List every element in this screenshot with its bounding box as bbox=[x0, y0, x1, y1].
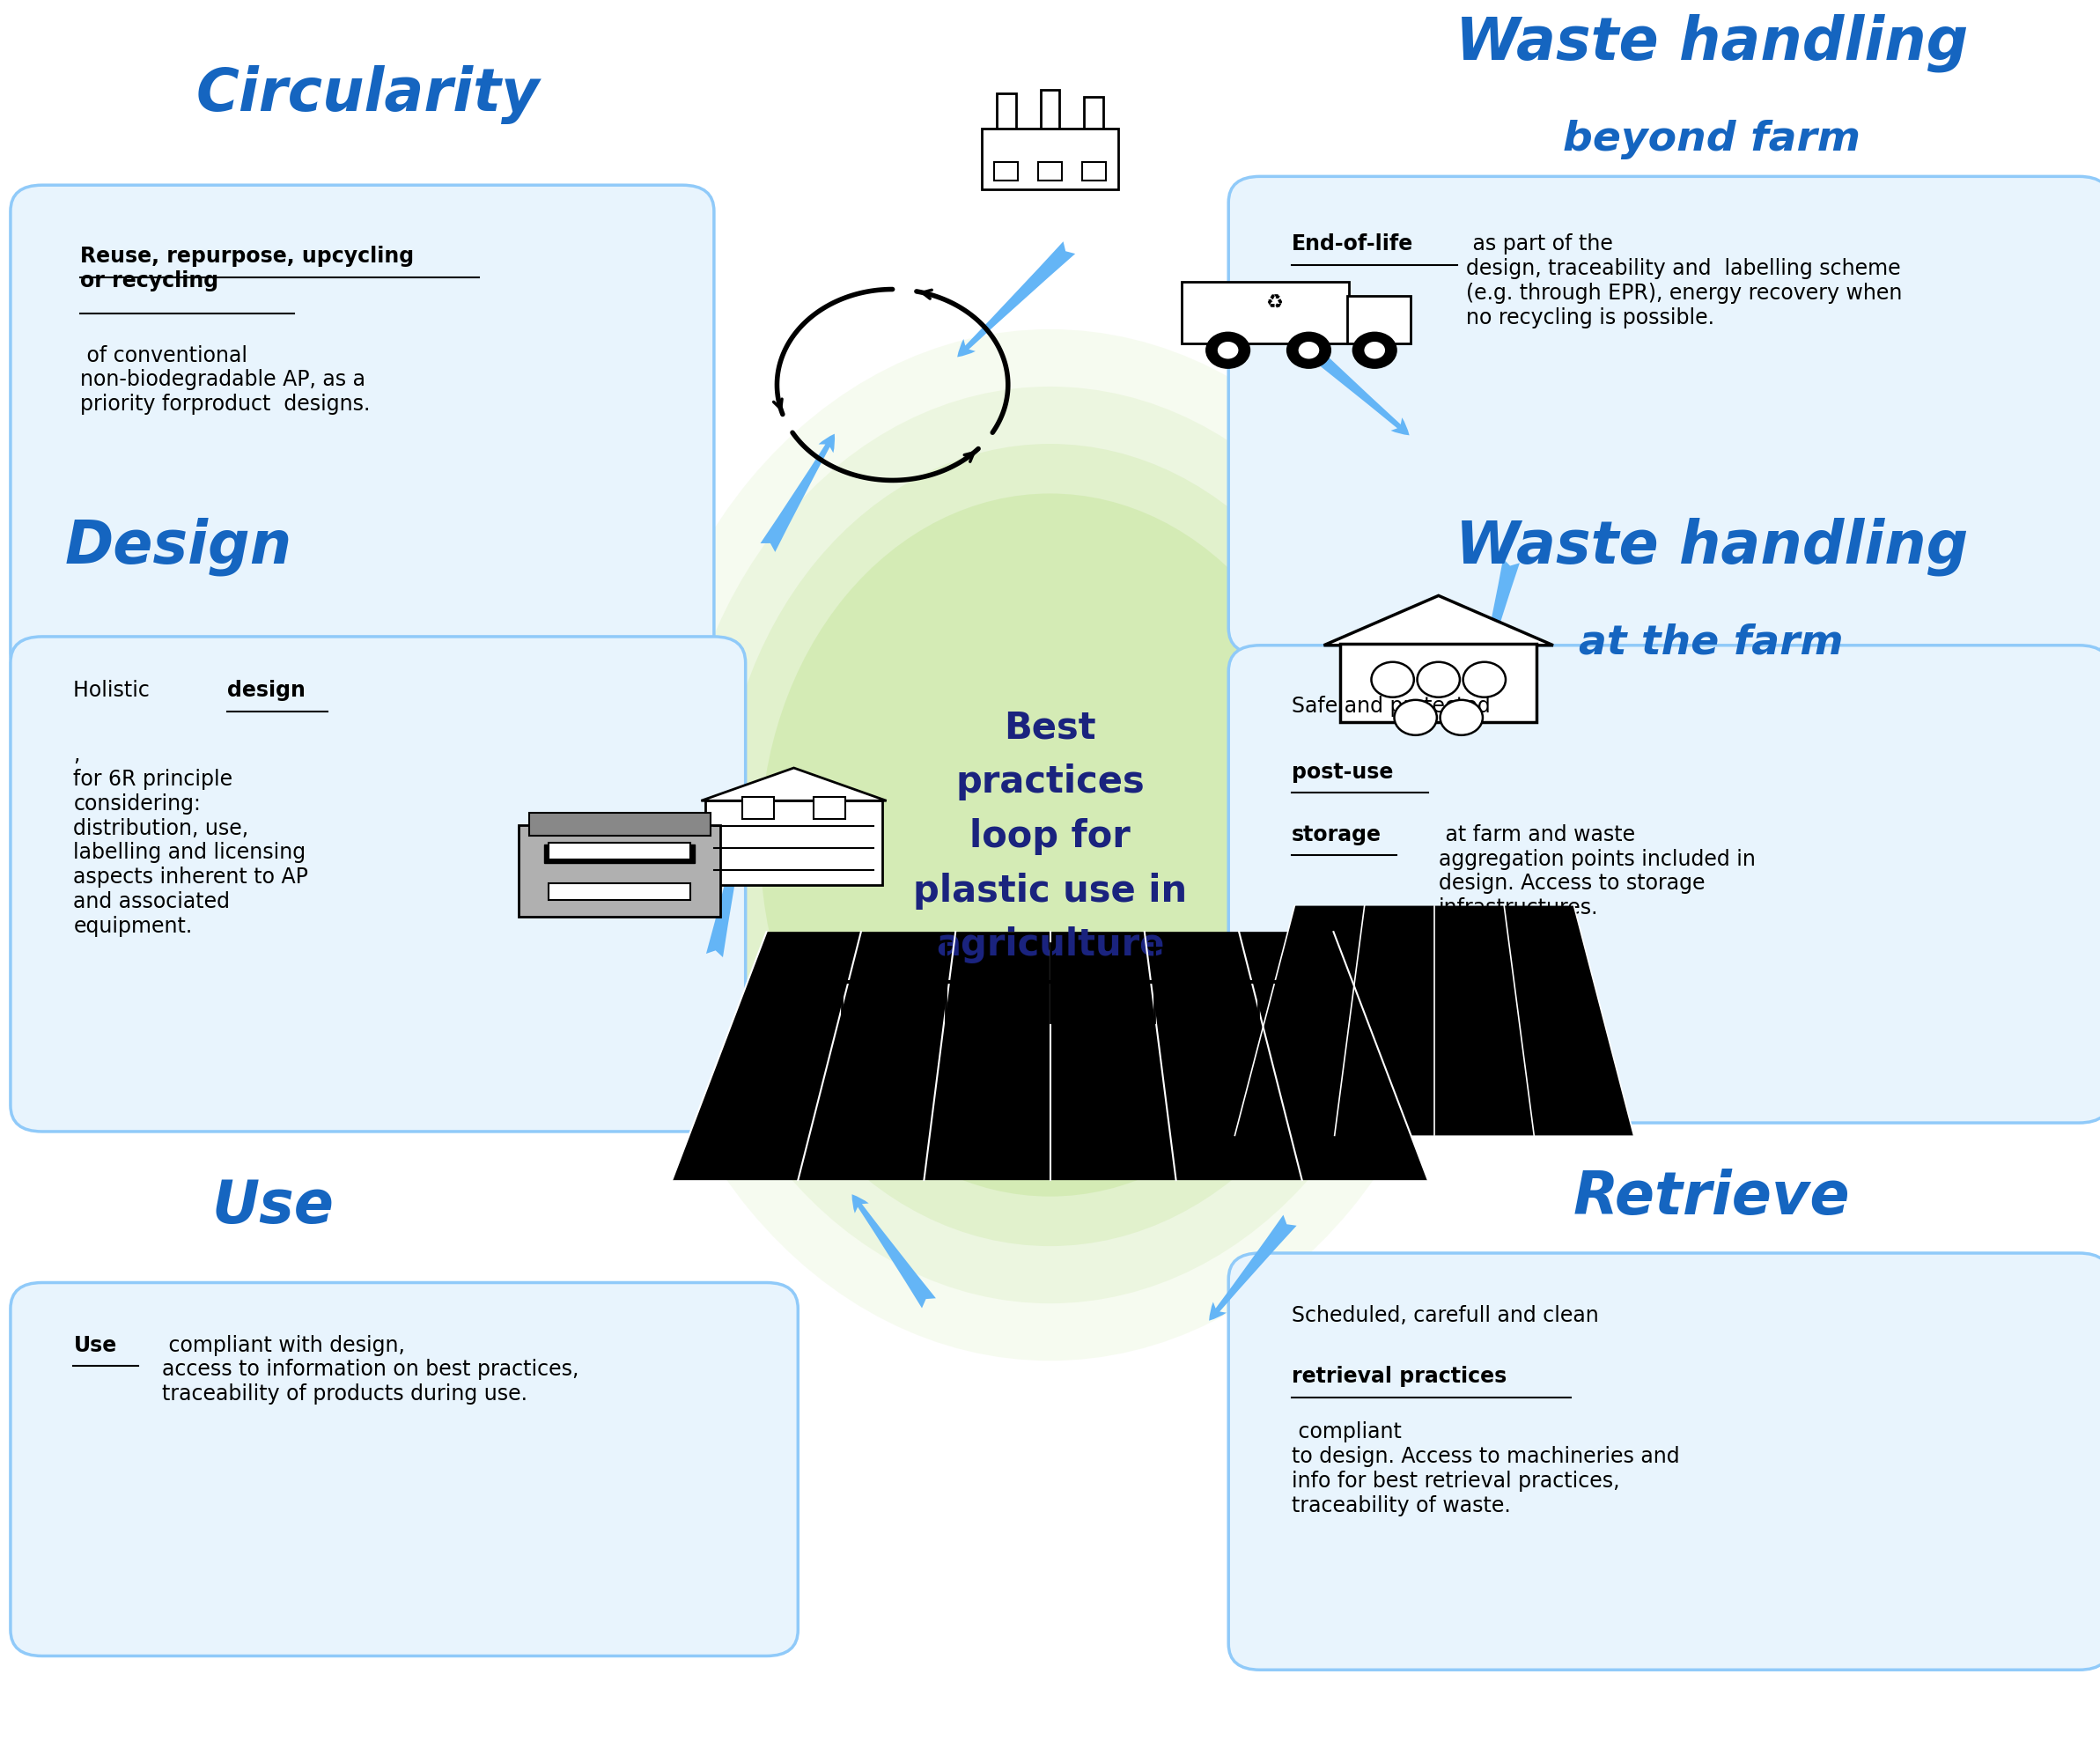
Text: Waste handling: Waste handling bbox=[1455, 14, 1968, 72]
Circle shape bbox=[1394, 699, 1436, 736]
FancyBboxPatch shape bbox=[1228, 1253, 2100, 1669]
Text: retrieval practices: retrieval practices bbox=[1292, 1365, 1506, 1388]
Circle shape bbox=[1464, 662, 1506, 697]
Bar bbox=[1346, 295, 1411, 344]
FancyBboxPatch shape bbox=[11, 1283, 798, 1655]
Circle shape bbox=[1352, 332, 1397, 369]
Circle shape bbox=[1365, 341, 1386, 358]
FancyBboxPatch shape bbox=[1228, 645, 2100, 1122]
Text: Design: Design bbox=[65, 517, 292, 575]
Bar bbox=[548, 843, 691, 860]
Text: Use: Use bbox=[74, 1335, 118, 1356]
Text: at the farm: at the farm bbox=[1579, 622, 1844, 662]
Polygon shape bbox=[672, 932, 1428, 1180]
Ellipse shape bbox=[624, 329, 1474, 1360]
Circle shape bbox=[1298, 341, 1319, 358]
Text: at farm and waste
aggregation points included in
design. Access to storage
infra: at farm and waste aggregation points inc… bbox=[1439, 823, 1756, 919]
Circle shape bbox=[1441, 699, 1483, 736]
Bar bbox=[548, 883, 691, 900]
Text: design: design bbox=[227, 680, 304, 701]
Text: ♻: ♻ bbox=[1266, 294, 1283, 311]
Circle shape bbox=[1287, 332, 1331, 369]
Text: as part of the
design, traceability and  labelling scheme
(e.g. through EPR), en: as part of the design, traceability and … bbox=[1466, 234, 1903, 329]
Text: End-of-life: End-of-life bbox=[1292, 234, 1413, 255]
Bar bbox=[544, 844, 695, 864]
Bar bbox=[1084, 96, 1102, 129]
Text: Best
practices
loop for
plastic use in
agriculture: Best practices loop for plastic use in a… bbox=[914, 710, 1186, 963]
Bar bbox=[998, 93, 1016, 129]
Bar bbox=[706, 801, 882, 884]
Polygon shape bbox=[701, 767, 886, 801]
Text: of conventional
non-biodegradable AP, as a
priority forproduct  designs.: of conventional non-biodegradable AP, as… bbox=[80, 344, 370, 414]
Bar bbox=[993, 163, 1019, 180]
Text: Use: Use bbox=[212, 1178, 334, 1236]
Polygon shape bbox=[1323, 596, 1554, 645]
Ellipse shape bbox=[760, 493, 1340, 1196]
FancyBboxPatch shape bbox=[1228, 177, 2100, 654]
FancyBboxPatch shape bbox=[11, 636, 746, 1131]
Ellipse shape bbox=[718, 444, 1382, 1246]
Circle shape bbox=[1205, 332, 1249, 369]
Bar bbox=[519, 825, 720, 918]
Text: Reuse, repurpose, upcycling
or recycling: Reuse, repurpose, upcycling or recycling bbox=[80, 246, 414, 292]
Bar bbox=[1037, 163, 1063, 180]
Circle shape bbox=[1418, 662, 1459, 697]
Text: Scheduled, carefull and clean: Scheduled, carefull and clean bbox=[1292, 1306, 1598, 1327]
Bar bbox=[1340, 643, 1537, 722]
Text: post-use: post-use bbox=[1292, 762, 1392, 783]
Text: Retrieve: Retrieve bbox=[1573, 1169, 1850, 1227]
Text: compliant
to design. Access to machineries and
info for best retrieval practices: compliant to design. Access to machineri… bbox=[1292, 1421, 1680, 1516]
Text: ,
for 6R principle
considering:
distribution, use,
labelling and licensing
aspec: , for 6R principle considering: distribu… bbox=[74, 745, 309, 937]
Text: Holistic: Holistic bbox=[74, 680, 158, 701]
Bar bbox=[1182, 281, 1348, 344]
Text: Safe and protected: Safe and protected bbox=[1292, 696, 1497, 717]
Text: Waste handling: Waste handling bbox=[1455, 517, 1968, 575]
Ellipse shape bbox=[672, 386, 1428, 1304]
Circle shape bbox=[1371, 662, 1413, 697]
Bar bbox=[743, 797, 775, 820]
Text: storage: storage bbox=[1292, 823, 1382, 846]
Bar bbox=[1040, 91, 1061, 129]
Text: compliant with design,
access to information on best practices,
traceability of : compliant with design, access to informa… bbox=[162, 1335, 578, 1405]
Bar bbox=[529, 813, 710, 836]
Text: beyond farm: beyond farm bbox=[1562, 119, 1861, 159]
Circle shape bbox=[1218, 341, 1239, 358]
FancyBboxPatch shape bbox=[11, 185, 714, 680]
Polygon shape bbox=[1235, 905, 1634, 1136]
Bar bbox=[1082, 163, 1107, 180]
Bar bbox=[983, 128, 1117, 189]
Bar bbox=[813, 797, 844, 820]
Text: Circularity: Circularity bbox=[195, 65, 540, 124]
